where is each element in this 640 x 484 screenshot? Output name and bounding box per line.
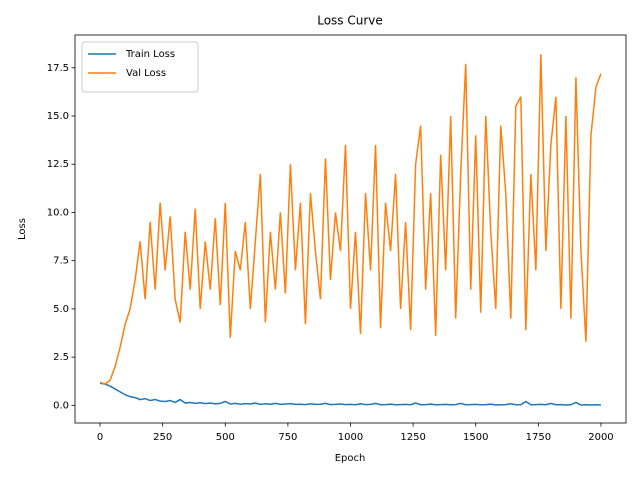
chart-title: Loss Curve xyxy=(317,14,383,28)
legend-label: Train Loss xyxy=(125,49,175,60)
x-tick-label: 500 xyxy=(216,432,235,443)
y-tick-label: 15.0 xyxy=(47,111,69,122)
x-axis-title: Epoch xyxy=(335,453,366,464)
x-tick-label: 1250 xyxy=(400,432,425,443)
y-tick-label: 12.5 xyxy=(47,159,69,170)
series-line xyxy=(99,382,601,406)
x-tick-label: 0 xyxy=(97,432,103,443)
y-tick-label: 2.5 xyxy=(53,352,69,363)
x-tick-label: 1500 xyxy=(463,432,488,443)
x-tick-label: 750 xyxy=(278,432,297,443)
x-tick-label: 1750 xyxy=(526,432,551,443)
y-tick-label: 0.0 xyxy=(53,400,69,411)
y-axis-title: Loss xyxy=(17,218,28,240)
y-tick-label: 7.5 xyxy=(53,256,69,267)
legend-label: Val Loss xyxy=(126,68,166,79)
x-tick-label: 250 xyxy=(153,432,172,443)
x-tick-label: 2000 xyxy=(588,432,613,443)
y-tick-label: 5.0 xyxy=(53,304,69,315)
y-tick-label: 17.5 xyxy=(47,63,69,74)
plot-frame xyxy=(74,34,627,424)
y-tick-label: 10.0 xyxy=(47,207,69,218)
series-line xyxy=(99,54,602,385)
x-tick-label: 1000 xyxy=(338,432,363,443)
